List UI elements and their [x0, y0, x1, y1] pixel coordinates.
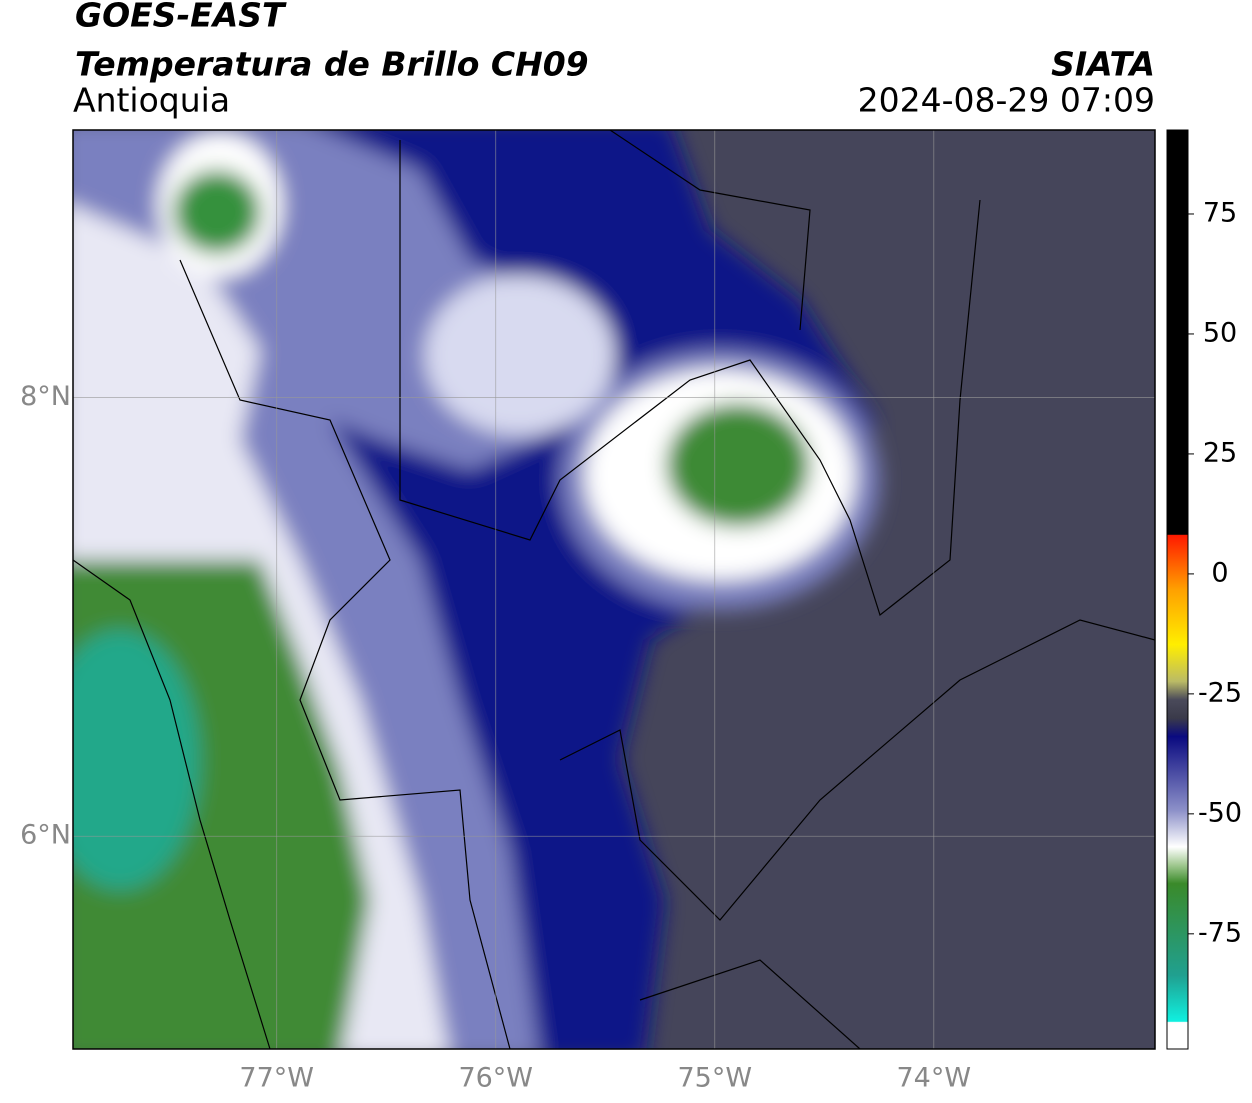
lat-tick-label: 8°N — [20, 381, 71, 412]
lon-tick-label: 77°W — [239, 1063, 314, 1094]
colorbar-tick-label: 0 — [1211, 557, 1228, 588]
map-frame — [72, 129, 1156, 1050]
colorbar-tick-label: -75 — [1198, 917, 1242, 948]
colorbar-tick-label: 75 — [1203, 197, 1237, 228]
product-title: Temperatura de Brillo CH09 — [75, 45, 589, 84]
colorbar-tick-label: -25 — [1198, 677, 1242, 708]
lon-tick-label: 74°W — [897, 1063, 972, 1094]
graticule — [73, 130, 1155, 1049]
source-label: SIATA — [1051, 45, 1155, 84]
brightness-field — [73, 130, 1155, 1049]
colorbar-tick-label: 50 — [1203, 317, 1237, 348]
colorbar-tick-label: 25 — [1203, 437, 1237, 468]
lon-tick-label: 75°W — [677, 1063, 752, 1094]
lat-tick-label: 6°N — [20, 820, 71, 851]
lon-tick-label: 76°W — [458, 1063, 533, 1094]
region-label: Antioquia — [73, 81, 230, 120]
colorbar-tick-label: -50 — [1198, 797, 1242, 828]
datetime-label: 2024-08-29 07:09 — [858, 81, 1155, 120]
colorbar — [1166, 129, 1189, 1050]
satellite-title: GOES-EAST — [75, 0, 287, 35]
